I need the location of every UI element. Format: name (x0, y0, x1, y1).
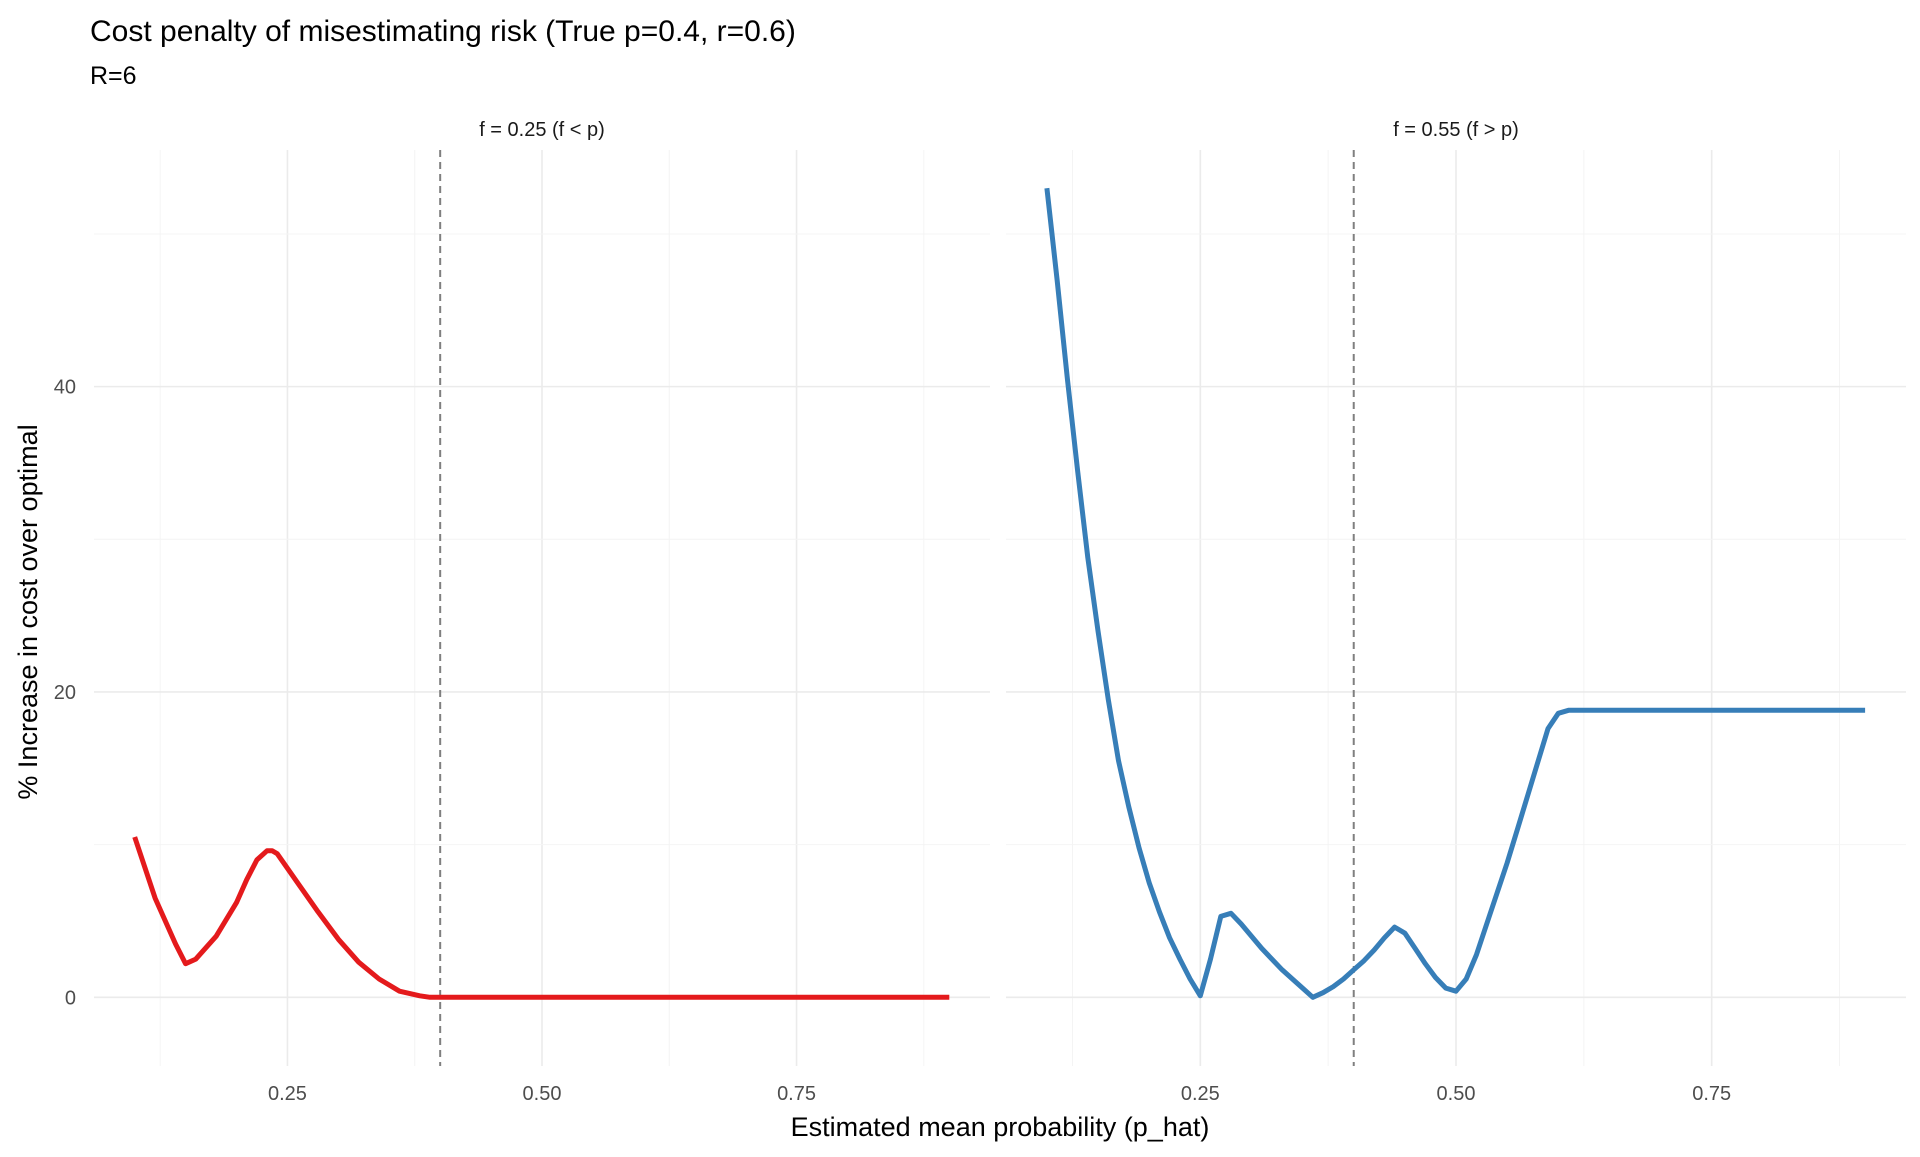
x-tick-label: 0.50 (523, 1083, 562, 1105)
facet-strip-label: f = 0.25 (f < p) (479, 119, 605, 141)
x-tick-label: 0.50 (1437, 1083, 1476, 1105)
x-tick-label: 0.25 (1181, 1083, 1220, 1105)
chart-title: Cost penalty of misestimating risk (True… (90, 15, 796, 48)
x-tick-label: 0.25 (268, 1083, 307, 1105)
series-line (132, 836, 950, 1000)
facet-panels: f = 0.25 (f < p) 0.25 0.50 0.75 0 20 40 f = 0.5… (54, 119, 1906, 1105)
x-axis-label: Estimated mean probability (p_hat) (791, 1112, 1210, 1142)
facet-strip-label: f = 0.55 (f > p) (1393, 119, 1519, 141)
facet-panel-1: f = 0.25 (f < p) 0.25 0.50 0.75 0 20 40 (54, 119, 990, 1105)
y-tick-label: 40 (54, 377, 76, 399)
x-tick-label: 0.75 (1692, 1083, 1731, 1105)
series-line (1044, 187, 1866, 1000)
y-tick-label: 20 (54, 682, 76, 704)
facet-panel-2: f = 0.55 (f > p) 0.25 0.50 0.75 (1006, 119, 1906, 1105)
x-tick-label: 0.75 (777, 1083, 816, 1105)
y-axis-label: % Increase in cost over optimal (13, 424, 43, 799)
chart-subtitle: R=6 (90, 62, 137, 90)
y-tick-label: 0 (65, 987, 76, 1009)
